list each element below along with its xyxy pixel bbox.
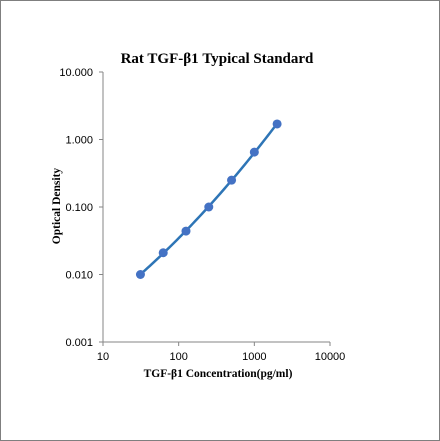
data-point [227,175,237,185]
y-tick-label: 10.000 [59,67,93,79]
data-point [272,119,282,129]
data-point [204,202,214,212]
data-point [135,270,145,279]
y-axis-label: Optical Density [51,168,63,245]
data-points [135,119,282,279]
x-axis-label: TGF-β1 Concentration(pg/ml) [144,368,293,380]
chart-title: Rat TGF-β1 Typical Standard [121,51,314,67]
axes [99,71,331,346]
y-tick-label: 0.001 [65,337,93,349]
data-point [158,248,168,258]
x-tick-label: 10 [97,351,109,363]
y-tick-label: 1.000 [65,135,93,147]
y-tick-label: 0.010 [65,270,93,282]
x-tick-label: 10000 [315,351,346,363]
x-tick-label: 1000 [242,351,266,363]
x-tick-label: 100 [169,351,187,363]
y-tick-label: 0.100 [65,202,93,214]
data-point [181,226,191,236]
data-point [249,147,259,157]
tick-labels: 10 100 1000 10000 0.001 0.010 0.100 1.000 10.000 [59,67,345,363]
